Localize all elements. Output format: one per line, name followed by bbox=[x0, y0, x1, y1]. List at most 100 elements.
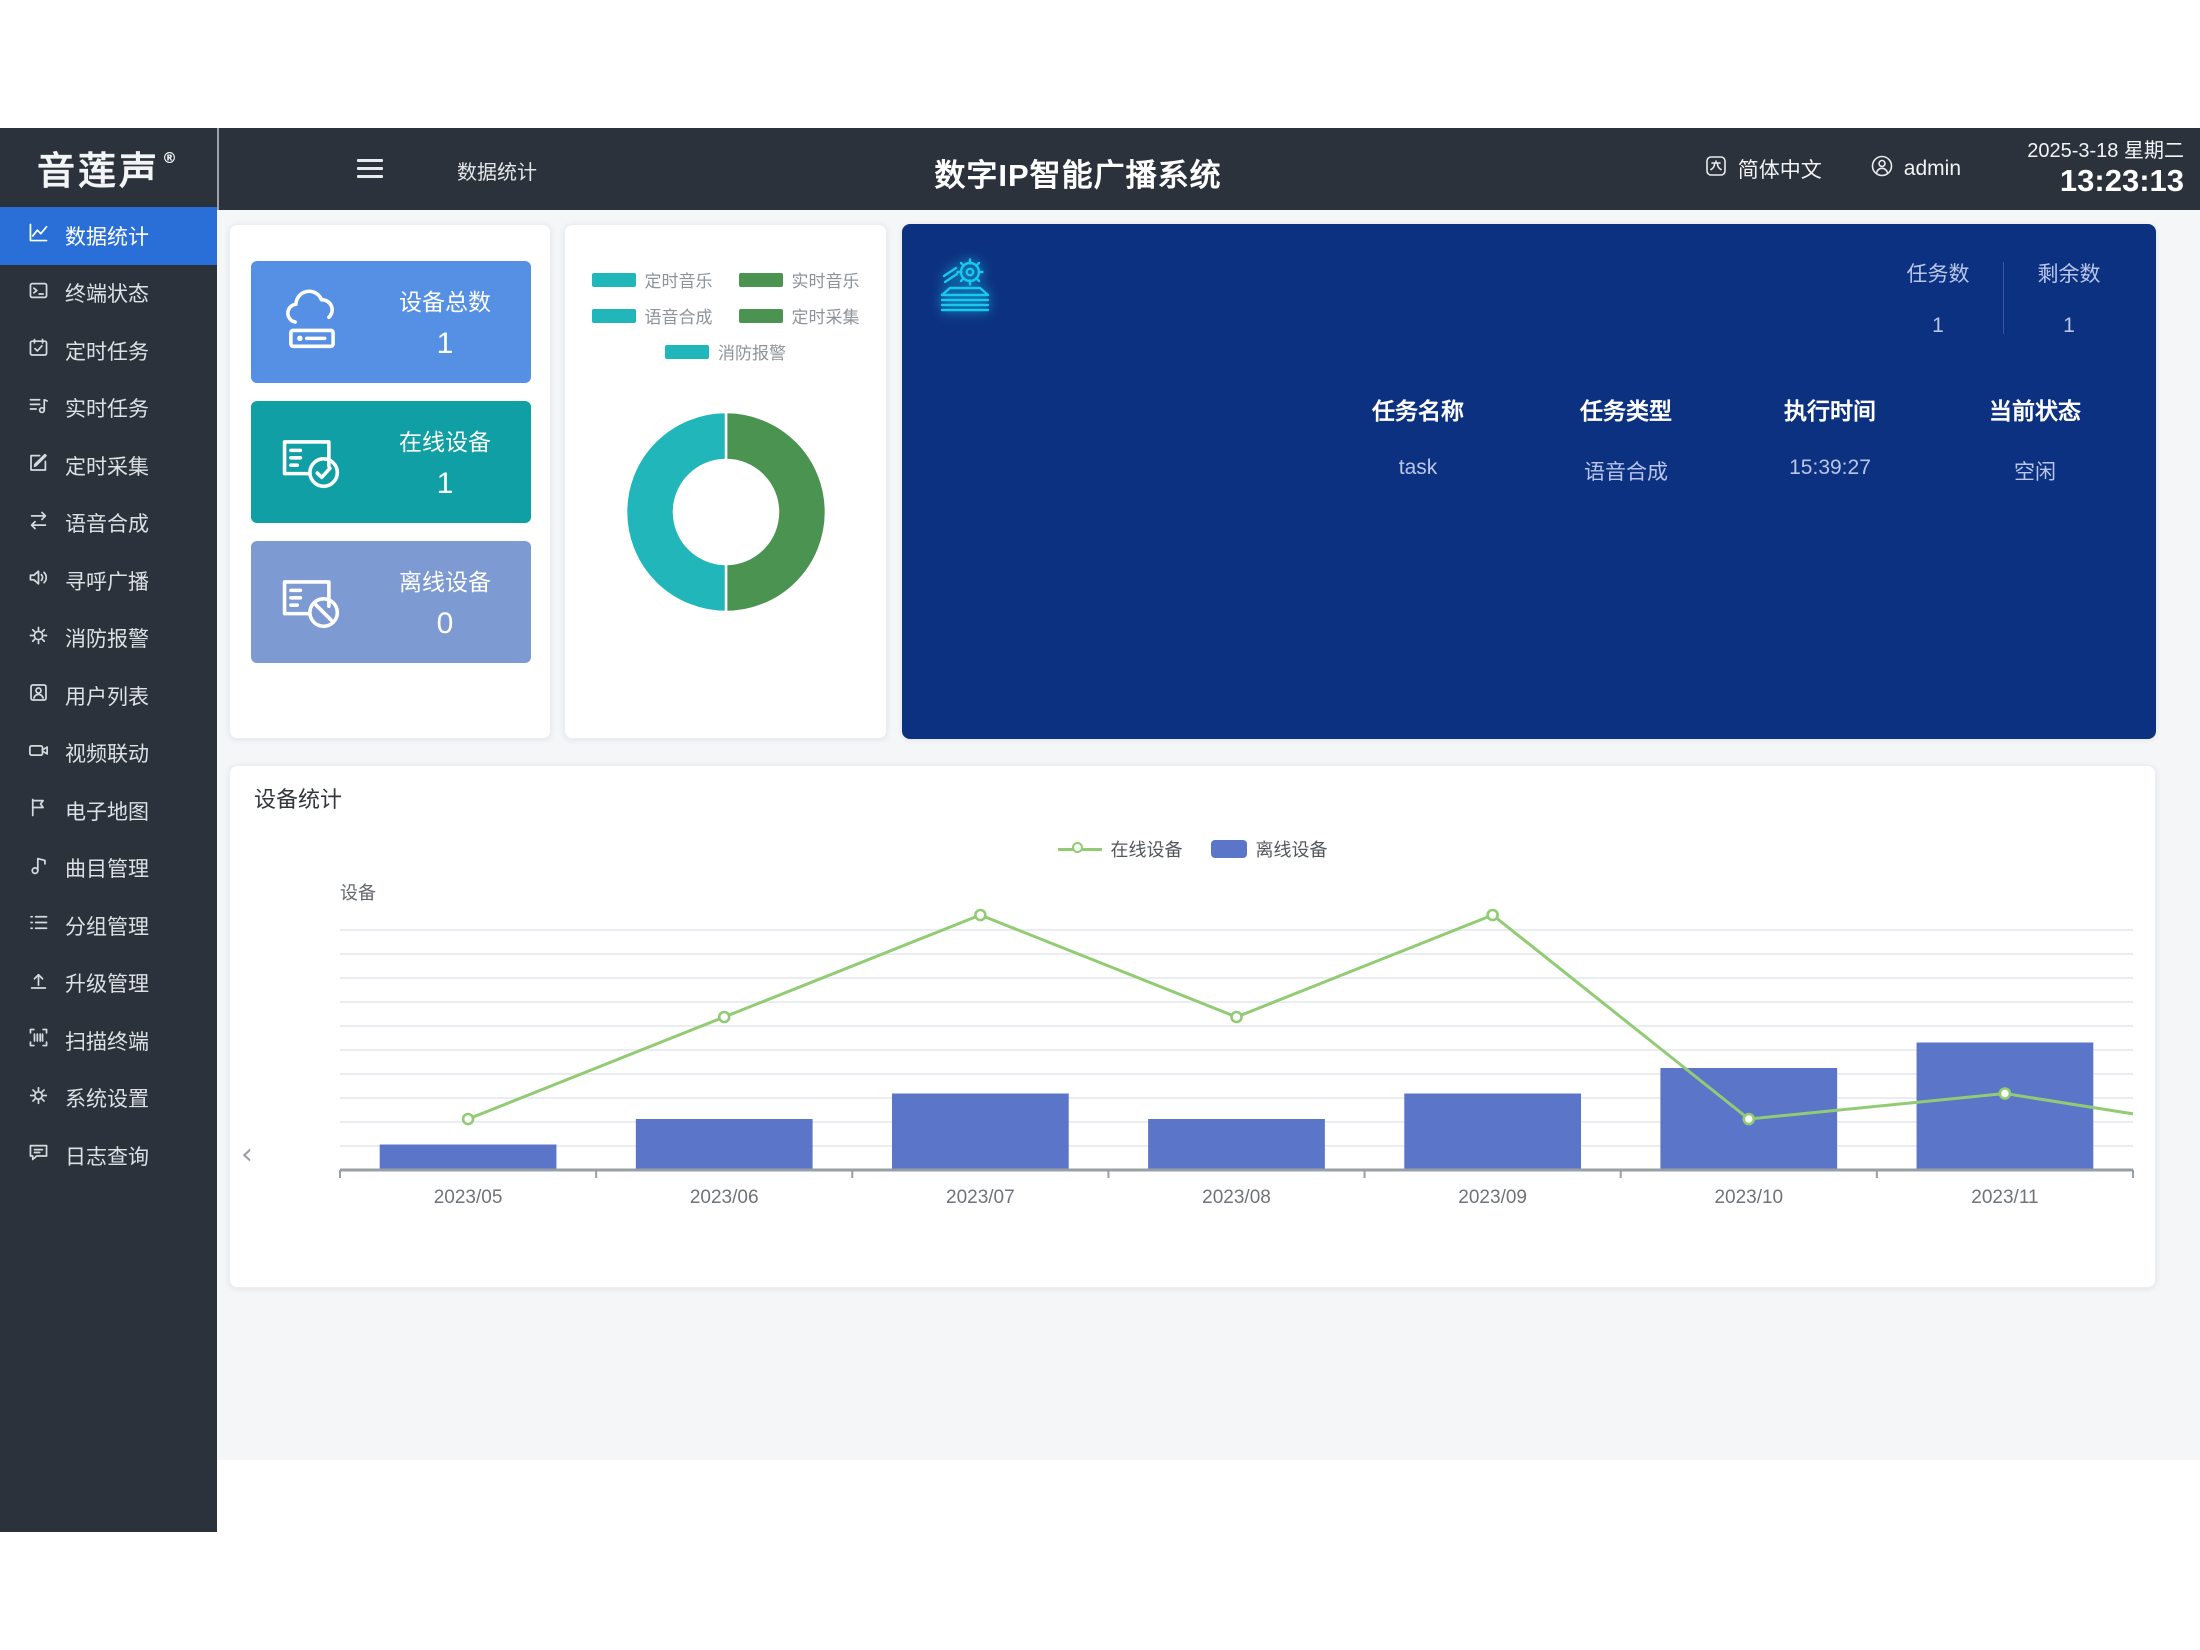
donut-legend-item-3[interactable]: 语音合成 bbox=[591, 303, 713, 328]
music-note-icon bbox=[27, 854, 50, 883]
task-column-header: 当前状态 bbox=[1989, 398, 2081, 424]
chart-title: 设备统计 bbox=[254, 787, 343, 812]
task-column-header: 任务类型 bbox=[1580, 398, 1672, 424]
task-cell: 空闲 bbox=[2014, 461, 2056, 484]
chat-log-icon bbox=[27, 1141, 50, 1170]
legend-swatch-icon bbox=[738, 308, 783, 323]
stat-value: 1 bbox=[436, 327, 454, 360]
legend-swatch-icon bbox=[591, 272, 636, 287]
video-camera-icon bbox=[27, 739, 50, 768]
sidebar-item-4[interactable]: 实时任务 bbox=[0, 380, 217, 438]
sidebar-item-label: 消防报警 bbox=[65, 628, 149, 652]
monitor-check-icon bbox=[251, 424, 373, 500]
task-panel-card: 任务数 1 剩余数 1 任务名称 task 任务类型语音合成 执行时间 15:39:27 当前状… bbox=[902, 224, 2156, 739]
stat-box-list: 设备总数 1 在线设备 1 离线设备 0 bbox=[251, 261, 531, 663]
datetime: 2025-3-18 星期二 13:23:13 bbox=[2009, 140, 2184, 199]
counter-value: 1 bbox=[2063, 314, 2075, 337]
task-column-3: 执行时间 15:39:27 bbox=[1784, 392, 1876, 480]
sidebar-item-label: 终端状态 bbox=[65, 283, 149, 307]
chart-legend: 在线设备 离线设备 bbox=[230, 836, 2155, 862]
breadcrumb: 数据统计 bbox=[457, 162, 537, 184]
sidebar-item-label: 数据统计 bbox=[65, 225, 149, 249]
user-menu[interactable]: admin bbox=[1870, 154, 1961, 184]
sidebar-collapse-icon[interactable]: ‹ bbox=[241, 1137, 253, 1172]
main-content: 设备总数 1 在线设备 1 离线设备 0 定时音乐 实时音乐 语音合成 定时采集 消防报警 任务数… bbox=[217, 210, 2200, 1460]
sidebar-item-10[interactable]: 视频联动 bbox=[0, 725, 217, 783]
sidebar: 音莲声 ® 数据统计终端状态定时任务 实时任务 定时采集语音合成寻呼广播消防报警用户列… bbox=[0, 128, 217, 1532]
sidebar-item-16[interactable]: 系统设置 bbox=[0, 1070, 217, 1128]
sidebar-item-8[interactable]: 消防报警 bbox=[0, 610, 217, 668]
chart-legend-item-1[interactable]: 在线设备 bbox=[1057, 836, 1183, 862]
task-column-4: 当前状态 空闲 bbox=[1989, 392, 2081, 486]
legend-label: 语音合成 bbox=[644, 308, 713, 327]
edit-square-icon bbox=[27, 451, 50, 480]
sidebar-item-3[interactable]: 定时任务 bbox=[0, 322, 217, 380]
svg-text:2023/07: 2023/07 bbox=[946, 1187, 1015, 1208]
username-label: admin bbox=[1903, 157, 1961, 180]
legend-label: 在线设备 bbox=[1110, 840, 1183, 860]
donut-legend-item-2[interactable]: 实时音乐 bbox=[738, 267, 860, 292]
sidebar-item-7[interactable]: 寻呼广播 bbox=[0, 552, 217, 610]
counter-divider bbox=[2003, 262, 2004, 334]
sidebar-item-label: 曲目管理 bbox=[65, 858, 149, 882]
upload-icon bbox=[27, 969, 50, 998]
svg-text:2023/08: 2023/08 bbox=[1202, 1187, 1271, 1208]
sidebar-item-9[interactable]: 用户列表 bbox=[0, 667, 217, 725]
gear-icon bbox=[27, 1084, 50, 1113]
task-cell: 语音合成 bbox=[1584, 461, 1668, 484]
svg-text:2023/10: 2023/10 bbox=[1714, 1187, 1783, 1208]
sidebar-item-label: 语音合成 bbox=[65, 513, 149, 537]
language-switcher[interactable]: 简体中文 bbox=[1704, 154, 1822, 184]
sidebar-item-label: 升级管理 bbox=[65, 973, 149, 997]
sidebar-item-14[interactable]: 升级管理 bbox=[0, 955, 217, 1013]
sidebar-item-13[interactable]: 分组管理 bbox=[0, 897, 217, 955]
sidebar-item-5[interactable]: 定时采集 bbox=[0, 437, 217, 495]
legend-label: 离线设备 bbox=[1255, 840, 1328, 860]
flag-icon bbox=[27, 796, 50, 825]
monitor-block-icon bbox=[251, 564, 373, 640]
counter-label: 剩余数 bbox=[2037, 263, 2101, 286]
sidebar-item-2[interactable]: 终端状态 bbox=[0, 265, 217, 323]
alarm-icon bbox=[27, 624, 50, 653]
sidebar-item-label: 系统设置 bbox=[65, 1088, 149, 1112]
device-combo-chart: 2023/05 2023/06 2023/07 2023/08 2023/09 2023/… bbox=[339, 908, 2134, 1208]
sidebar-item-17[interactable]: 日志查询 bbox=[0, 1127, 217, 1185]
header: 数据统计 数字IP智能广播系统 简体中文 admin 2025-3-18 星期二… bbox=[217, 128, 2200, 210]
sidebar-item-15[interactable]: 扫描终端 bbox=[0, 1012, 217, 1070]
legend-swatch-icon bbox=[665, 344, 709, 359]
donut-legend: 定时音乐 实时音乐语音合成 定时采集消防报警 bbox=[565, 225, 886, 364]
line-marker-icon bbox=[1057, 840, 1102, 858]
chart-legend-item-2[interactable]: 离线设备 bbox=[1210, 836, 1328, 862]
sidebar-item-label: 电子地图 bbox=[65, 800, 149, 824]
donut-legend-row: 语音合成 定时采集 bbox=[591, 303, 860, 328]
svg-text:2023/06: 2023/06 bbox=[690, 1187, 759, 1208]
page-title: 数字IP智能广播系统 bbox=[934, 158, 1222, 193]
sidebar-item-label: 寻呼广播 bbox=[65, 570, 149, 594]
task-column-header: 执行时间 bbox=[1784, 398, 1876, 424]
donut-legend-item-1[interactable]: 定时音乐 bbox=[591, 267, 713, 292]
stat-value: 1 bbox=[436, 467, 454, 500]
sidebar-item-12[interactable]: 曲目管理 bbox=[0, 840, 217, 898]
counter-2: 剩余数 1 bbox=[2010, 258, 2128, 338]
sidebar-item-label: 扫描终端 bbox=[65, 1030, 149, 1054]
device-stats-card: 设备总数 1 在线设备 1 离线设备 0 bbox=[229, 224, 551, 739]
calendar-check-icon bbox=[27, 336, 50, 365]
svg-text:2023/05: 2023/05 bbox=[434, 1187, 503, 1208]
sidebar-item-1[interactable]: 数据统计 bbox=[0, 207, 217, 265]
sidebar-item-label: 视频联动 bbox=[65, 743, 149, 767]
task-column-1: 任务名称 task bbox=[1372, 392, 1464, 480]
date-label: 2025-3-18 星期二 bbox=[2027, 139, 2184, 162]
sidebar-item-11[interactable]: 电子地图 bbox=[0, 782, 217, 840]
donut-legend-item-5[interactable]: 消防报警 bbox=[665, 339, 786, 364]
menu-toggle-icon[interactable] bbox=[357, 159, 383, 179]
legend-label: 定时音乐 bbox=[644, 272, 713, 291]
language-label: 简体中文 bbox=[1737, 159, 1822, 182]
app-logo: 音莲声 ® bbox=[0, 128, 217, 207]
stat-label: 在线设备 bbox=[399, 429, 491, 455]
user-card-icon bbox=[27, 681, 50, 710]
donut-legend-item-4[interactable]: 定时采集 bbox=[738, 303, 860, 328]
sidebar-item-6[interactable]: 语音合成 bbox=[0, 495, 217, 553]
task-counters: 任务数 1 剩余数 1 bbox=[1879, 258, 2128, 338]
counter-label: 任务数 bbox=[1906, 263, 1970, 286]
task-column-header: 任务名称 bbox=[1372, 398, 1464, 424]
